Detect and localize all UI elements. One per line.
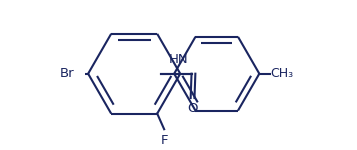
- Text: Br: Br: [60, 67, 75, 80]
- Text: HN: HN: [168, 53, 188, 66]
- Text: CH₃: CH₃: [271, 67, 294, 80]
- Text: O: O: [187, 102, 197, 115]
- Text: F: F: [160, 134, 168, 147]
